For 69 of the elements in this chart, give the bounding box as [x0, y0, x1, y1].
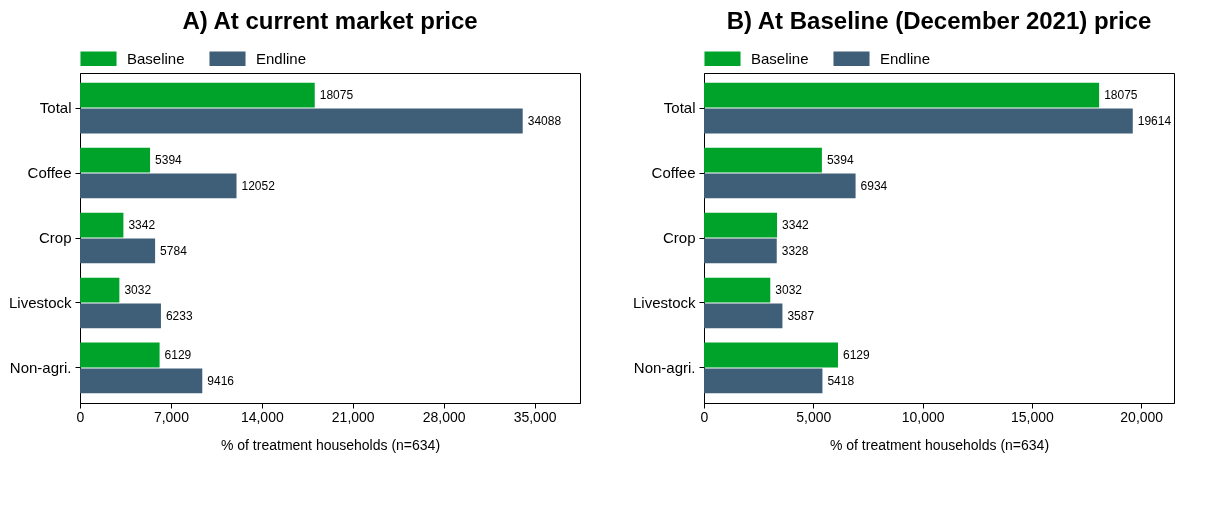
bar: [80, 238, 156, 264]
data-label: 12052: [241, 178, 276, 193]
legend-label: Baseline: [751, 49, 809, 67]
y-tick-label: Livestock: [8, 293, 72, 311]
data-label: 5784: [160, 243, 188, 258]
data-label: 6129: [842, 348, 870, 362]
data-label: 6934: [860, 178, 888, 193]
bar: [704, 342, 838, 368]
x-tick-label: 0: [76, 408, 85, 425]
y-tick-label: Non-agri.: [9, 358, 72, 376]
y-tick-label: Crop: [662, 229, 696, 246]
bar: [80, 173, 237, 199]
data-label: 5418: [827, 373, 855, 388]
y-tick-label: Coffee: [27, 164, 72, 182]
bar: [704, 368, 823, 394]
data-label: 3032: [124, 283, 152, 298]
x-axis-title: % of treatment households (n=634): [829, 436, 1050, 453]
y-tick-label: Total: [39, 99, 72, 117]
data-label: 18075: [319, 88, 354, 103]
data-label: 18075: [1104, 88, 1138, 103]
x-tick-label: 7,000: [153, 408, 190, 425]
legend-label: Endline: [880, 49, 931, 67]
x-tick-label: 14,000: [240, 408, 284, 425]
bar: [704, 82, 1100, 108]
data-label: 3328: [781, 243, 809, 258]
data-label: 3587: [787, 308, 815, 323]
bar: [704, 173, 856, 199]
x-tick-label: 35,000: [513, 408, 557, 425]
data-label: 6233: [165, 308, 193, 323]
bar: [80, 277, 120, 303]
bar: [704, 303, 783, 329]
legend-label: Baseline: [127, 49, 185, 67]
bar: [704, 277, 771, 303]
data-label: 34088: [527, 114, 562, 128]
x-tick-label: 5,000: [796, 408, 832, 425]
bar: [80, 108, 523, 134]
data-label: 3342: [128, 218, 156, 233]
x-tick-label: 10,000: [901, 408, 945, 425]
data-label: 19614: [1137, 114, 1172, 128]
data-label: 3032: [775, 283, 803, 298]
y-tick-label: Livestock: [632, 293, 696, 311]
y-tick-label: Total: [663, 99, 696, 117]
x-tick-label: 0: [700, 408, 709, 425]
bar: [704, 147, 822, 173]
data-label: 6129: [164, 348, 192, 362]
bar: [704, 108, 1133, 134]
data-label: 9416: [207, 373, 235, 388]
bar: [80, 147, 151, 173]
bar: [704, 238, 777, 264]
y-tick-label: Crop: [38, 229, 72, 246]
bar: [80, 303, 161, 329]
x-tick-label: 20,000: [1120, 408, 1164, 425]
x-tick-label: 21,000: [331, 408, 375, 425]
x-tick-label: 15,000: [1010, 408, 1055, 425]
x-tick-label: 28,000: [422, 408, 466, 425]
data-label: 3342: [782, 218, 810, 233]
bar: [80, 82, 315, 108]
bar: [704, 212, 778, 238]
y-tick-label: Coffee: [651, 164, 696, 182]
data-label: 5394: [155, 153, 183, 168]
x-axis-title: % of treatment households (n=634): [220, 436, 441, 453]
bar: [80, 342, 160, 368]
bar: [80, 212, 124, 238]
y-tick-label: Non-agri.: [633, 358, 696, 376]
legend-label: Endline: [256, 49, 307, 67]
chart-title: A) At current market price: [182, 7, 478, 34]
bar: [80, 368, 203, 394]
data-label: 5394: [826, 153, 854, 168]
chart-title: B) At Baseline (December 2021) price: [726, 7, 1152, 34]
